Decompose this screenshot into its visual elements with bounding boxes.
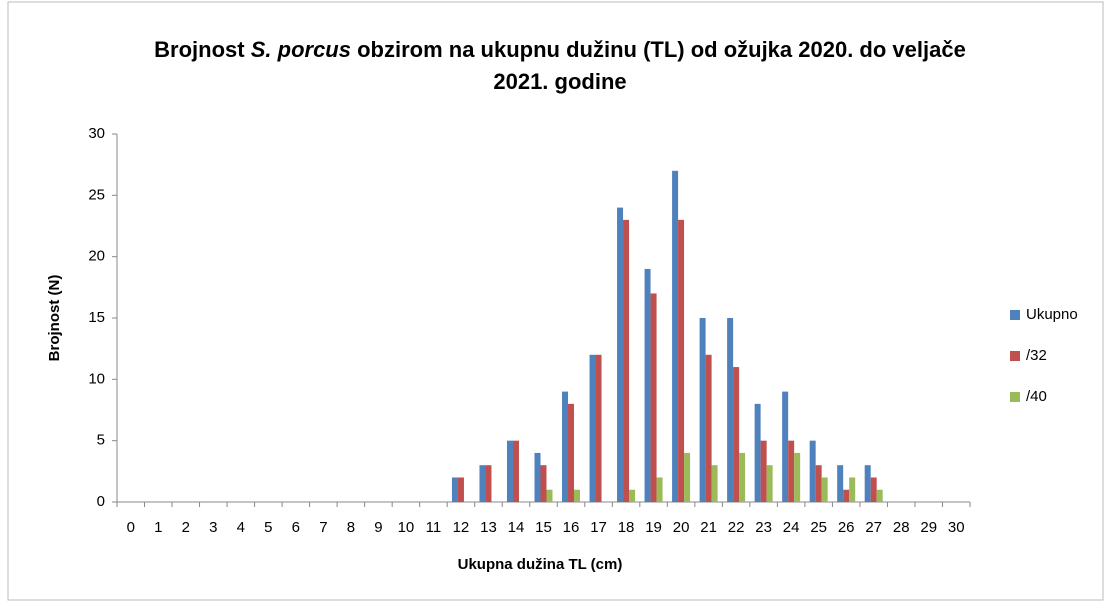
title-part: S. porcus	[250, 37, 351, 62]
bar	[485, 465, 492, 502]
x-tick-label: 1	[154, 519, 162, 536]
bar	[766, 465, 773, 502]
bar	[512, 440, 519, 502]
x-tick-label: 11	[426, 519, 442, 536]
bar	[788, 440, 795, 502]
bar	[711, 465, 718, 502]
bar	[479, 465, 486, 502]
bar	[506, 440, 513, 502]
x-tick-label: 0	[127, 519, 135, 536]
x-tick-label: 30	[948, 519, 965, 536]
legend-swatch	[1010, 392, 1020, 402]
bar	[821, 477, 828, 502]
bar	[644, 268, 651, 502]
x-tick-label: 21	[700, 519, 717, 536]
title-part: obzirom na ukupnu dužinu (TL) od ožujka …	[350, 37, 966, 94]
y-tick-label: 30	[88, 125, 105, 142]
bar	[684, 452, 691, 502]
x-tick-label: 23	[755, 519, 772, 536]
x-axis-label: Ukupna dužina TL (cm)	[458, 556, 623, 573]
bar	[760, 440, 767, 502]
x-tick-label: 14	[508, 519, 525, 536]
x-tick-label: 12	[453, 519, 470, 536]
x-tick-label: 19	[645, 519, 662, 536]
x-tick-label: 9	[374, 519, 382, 536]
x-tick-label: 17	[590, 519, 607, 536]
bar	[595, 354, 602, 502]
bar	[782, 391, 789, 502]
x-tick-label: 6	[292, 519, 300, 536]
bar	[568, 403, 575, 502]
bar	[574, 489, 581, 502]
y-axis-label: Brojnost (N)	[46, 275, 63, 362]
x-tick-label: 16	[563, 519, 580, 536]
bar	[617, 207, 624, 502]
x-tick-label: 29	[920, 519, 937, 536]
bar	[843, 489, 850, 502]
bar	[794, 452, 801, 502]
bar	[678, 219, 685, 502]
bar	[809, 440, 816, 502]
x-tick-label: 2	[182, 519, 190, 536]
bar	[739, 452, 746, 502]
x-tick-label: 7	[319, 519, 327, 536]
bar	[754, 403, 761, 502]
x-tick-label: 10	[398, 519, 415, 536]
y-tick-label: 20	[88, 248, 105, 265]
bar	[451, 477, 458, 502]
legend-swatch	[1010, 351, 1020, 361]
legend-label: /40	[1026, 388, 1047, 405]
x-tick-label: 24	[783, 519, 800, 536]
frame	[7, 1, 1104, 601]
bar	[727, 318, 734, 502]
legend-label: Ukupno	[1026, 306, 1078, 323]
bar	[699, 318, 706, 502]
bar	[623, 219, 630, 502]
bar	[457, 477, 464, 502]
bar	[705, 354, 712, 502]
x-tick-label: 28	[893, 519, 910, 536]
x-tick-label: 13	[480, 519, 497, 536]
chart-title: Brojnost S. porcus obzirom na ukupnu duž…	[130, 34, 990, 98]
y-tick-label: 0	[97, 493, 105, 510]
bar	[815, 465, 822, 502]
y-tick-label: 5	[97, 432, 105, 449]
x-tick-label: 27	[865, 519, 882, 536]
bar	[546, 489, 553, 502]
x-tick-label: 20	[673, 519, 690, 536]
bar	[629, 489, 636, 502]
bar	[650, 293, 657, 502]
bar	[864, 465, 871, 502]
x-tick-label: 26	[838, 519, 855, 536]
y-tick-label: 25	[88, 186, 105, 203]
bar	[562, 391, 569, 502]
bar	[849, 477, 856, 502]
x-tick-label: 15	[535, 519, 552, 536]
bar	[540, 465, 547, 502]
legend-swatch	[1010, 310, 1020, 320]
x-tick-label: 8	[347, 519, 355, 536]
x-tick-label: 5	[264, 519, 272, 536]
bar	[876, 489, 883, 502]
x-tick-label: 25	[810, 519, 827, 536]
bar	[589, 354, 596, 502]
y-tick-label: 10	[88, 370, 105, 387]
bar	[733, 367, 740, 502]
x-tick-label: 18	[618, 519, 635, 536]
bar	[656, 477, 663, 502]
bar	[534, 452, 541, 502]
bar	[672, 170, 679, 503]
x-tick-label: 3	[209, 519, 217, 536]
title-part: Brojnost	[154, 37, 251, 62]
bar	[870, 477, 877, 502]
y-tick-label: 15	[88, 309, 105, 326]
x-tick-label: 4	[237, 519, 245, 536]
legend-label: /32	[1026, 347, 1047, 364]
x-tick-label: 22	[728, 519, 745, 536]
bar	[837, 465, 844, 502]
